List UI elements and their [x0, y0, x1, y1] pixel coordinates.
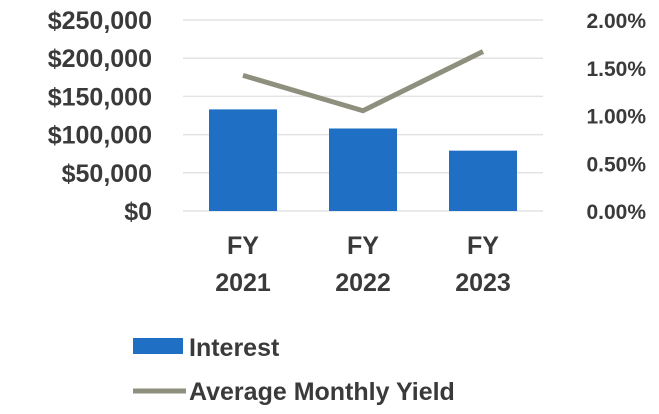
- left-tick-label: $0: [124, 198, 152, 226]
- category-label: FY 2022: [335, 232, 391, 297]
- line-series-average-monthly-yield: [242, 49, 485, 114]
- left-tick-label: $100,000: [48, 122, 152, 150]
- bar-interest-3: [449, 150, 517, 211]
- right-tick-label: 0.00%: [586, 201, 646, 224]
- right-axis-ticks: 0.00% 0.50% 1.00% 1.50% 2.00%: [586, 10, 646, 224]
- left-tick-label: $150,000: [48, 83, 152, 111]
- right-tick-label: 0.50%: [586, 153, 646, 176]
- left-tick-label: $50,000: [62, 160, 152, 188]
- legend-label-interest: Interest: [189, 334, 280, 362]
- bar-series-interest: [209, 109, 517, 211]
- left-axis-ticks: $0 $50,000 $100,000 $150,000 $200,000 $250,00…: [48, 7, 152, 226]
- legend-label-yield: Average Monthly Yield: [189, 378, 455, 406]
- category-label: FY 2021: [215, 232, 271, 297]
- right-tick-label: 1.00%: [586, 106, 646, 129]
- category-axis: FY 2021 FY 2022 FY 2023: [215, 232, 511, 297]
- right-tick-label: 2.00%: [586, 10, 646, 33]
- bar-interest-1: [209, 109, 277, 211]
- bar-interest-2: [329, 128, 397, 211]
- left-tick-label: $250,000: [48, 7, 152, 35]
- left-tick-label: $200,000: [48, 45, 152, 73]
- yield-line: [242, 49, 485, 114]
- legend-swatch-interest: [133, 338, 183, 354]
- category-label: FY 2023: [455, 232, 511, 297]
- right-tick-label: 1.50%: [586, 58, 646, 81]
- legend: Interest Average Monthly Yield: [133, 334, 455, 406]
